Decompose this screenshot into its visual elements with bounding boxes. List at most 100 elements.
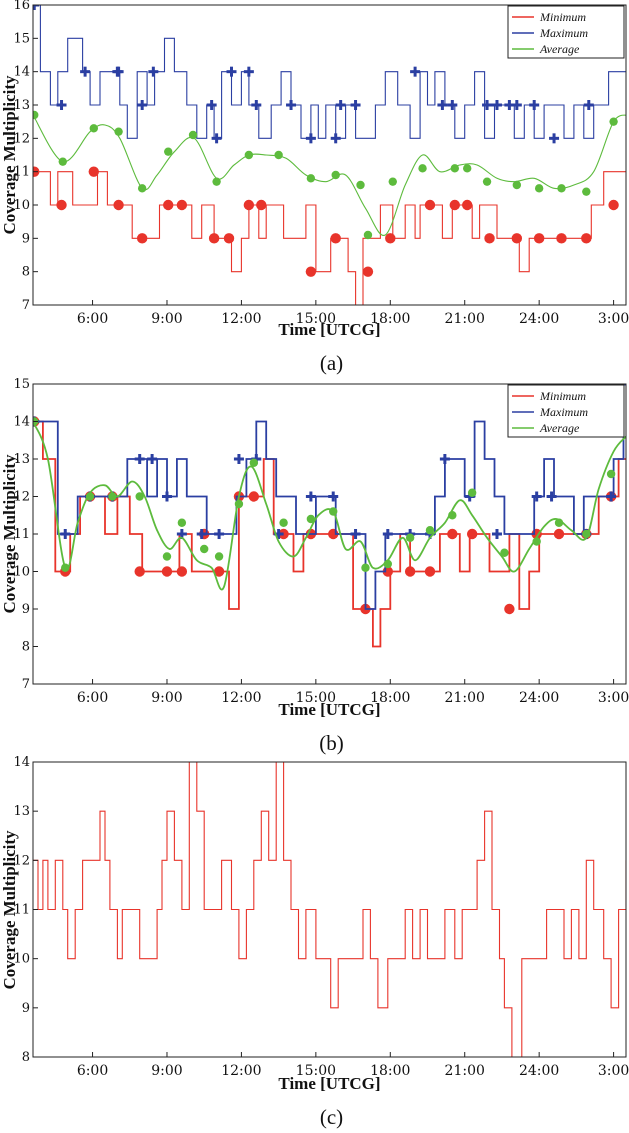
- xtick-label-c-2: 12:00: [221, 1063, 261, 1079]
- ytick-label-a-7: 7: [22, 298, 30, 313]
- xtick-label-a-0: 6:00: [77, 311, 108, 327]
- plot-area-b: [33, 384, 626, 648]
- marker-b-minimum-17: [424, 566, 436, 577]
- marker-b-minimum-19: [466, 528, 478, 540]
- marker-a-minimum-17: [462, 199, 473, 211]
- marker-a-minimum-13: [362, 266, 374, 277]
- marker-a-maximum-4: [113, 66, 124, 77]
- marker-a-average-10: [306, 174, 316, 183]
- xtick-label-a-6: 24:00: [519, 311, 559, 327]
- marker-a-maximum-2: [80, 66, 91, 77]
- marker-a-maximum-26: [583, 100, 594, 110]
- xtick-label-a-1: 9:00: [151, 311, 182, 327]
- marker-b-average-8: [214, 552, 224, 561]
- marker-b-average-16: [405, 533, 415, 542]
- legend-label-b-1: Maximum: [539, 405, 588, 419]
- marker-b-average-3: [108, 492, 117, 501]
- marker-a-average-21: [557, 184, 566, 193]
- legend-a: Minimum Maximum Average: [507, 5, 625, 59]
- panel-b: 7 8 9 10 11 12 13 14 15 6:00 9:00 12:00 15:00 18:00 21…: [0, 377, 629, 755]
- ytick-label-c-12: 12: [13, 853, 30, 868]
- marker-b-maximum-15: [350, 529, 361, 539]
- marker-a-maximum-20: [482, 100, 493, 110]
- marker-a-average-19: [512, 180, 522, 190]
- marker-b-minimum-20: [504, 603, 515, 615]
- marker-b-maximum-9: [214, 529, 225, 539]
- marker-a-minimum-10: [256, 199, 267, 211]
- plot-area-c: [33, 762, 626, 1057]
- axes-frame-a: [32, 4, 627, 306]
- marker-a-average-13: [363, 230, 373, 240]
- marker-a-average-11: [331, 170, 340, 180]
- ytick-label-a-13: 13: [13, 98, 30, 113]
- x-axis-label-a: Time [UTCG]: [278, 320, 380, 339]
- marker-b-maximum-16: [382, 529, 393, 539]
- marker-a-maximum-18: [437, 100, 448, 110]
- panel-a: 7 8 9 10 11 12 13 14 15 16 6:00 9:00 12:00 15:00 18:00…: [0, 0, 629, 375]
- marker-b-average-1: [61, 563, 70, 572]
- marker-a-minimum-4: [136, 233, 148, 244]
- xtick-label-a-5: 21:00: [445, 311, 485, 327]
- marker-a-minimum-15: [424, 199, 436, 211]
- ytick-label-b-12: 12: [13, 490, 30, 505]
- xtick-label-b-0: 6:00: [77, 690, 108, 706]
- ytick-label-c-11: 11: [13, 903, 30, 918]
- marker-b-average-24: [606, 469, 616, 479]
- legend-label-b-0: Minimum: [539, 389, 586, 403]
- marker-b-average-17: [425, 526, 435, 535]
- marker-b-minimum-8: [213, 566, 225, 577]
- marker-a-minimum-21: [556, 233, 567, 244]
- ytick-label-b-14: 14: [13, 415, 30, 430]
- marker-a-average-2: [89, 124, 98, 133]
- marker-a-maximum-1: [56, 100, 67, 110]
- marker-a-minimum-6: [176, 199, 188, 211]
- marker-a-average-12: [356, 180, 365, 190]
- marker-b-average-12: [306, 514, 316, 524]
- ytick-label-b-15: 15: [13, 377, 30, 392]
- ytick-label-c-13: 13: [13, 804, 30, 819]
- panel-caption-c: (c): [320, 1105, 343, 1129]
- marker-a-average-18: [482, 177, 492, 186]
- marker-a-maximum-8: [211, 133, 222, 144]
- marker-b-maximum-14: [328, 491, 339, 502]
- marker-a-average-9: [274, 150, 283, 160]
- xtick-label-b-5: 21:00: [445, 690, 485, 706]
- series-line-a-maximum: [33, 5, 626, 139]
- marker-a-minimum-7: [208, 233, 220, 244]
- marker-a-maximum-15: [335, 100, 346, 110]
- marker-b-average-9: [234, 499, 244, 509]
- marker-a-average-23: [609, 117, 618, 126]
- marker-b-average-5: [162, 552, 172, 561]
- ytick-label-b-8: 8: [22, 640, 30, 655]
- marker-a-minimum-20: [533, 233, 545, 244]
- xtick-label-c-5: 21:00: [445, 1063, 485, 1079]
- marker-b-average-23: [582, 529, 591, 539]
- panel-caption-a: (a): [320, 351, 343, 375]
- marker-a-minimum-19: [511, 233, 523, 244]
- ytick-label-b-13: 13: [13, 452, 30, 467]
- marker-a-minimum-8: [223, 233, 235, 244]
- xtick-label-b-4: 18:00: [370, 690, 410, 706]
- marker-a-maximum-17: [410, 66, 421, 77]
- marker-a-maximum-5: [137, 100, 148, 110]
- marker-b-minimum-18: [447, 528, 458, 540]
- xtick-label-c-3: 15:00: [296, 1063, 336, 1079]
- xtick-label-a-3: 15:00: [296, 311, 336, 327]
- legend-label-a-1: Maximum: [539, 26, 588, 40]
- marker-b-average-10: [249, 458, 259, 467]
- xtick-label-b-1: 9:00: [151, 690, 182, 706]
- legend-label-a-0: Minimum: [539, 10, 586, 24]
- marker-a-maximum-12: [286, 100, 297, 110]
- marker-b-average-2: [85, 492, 95, 501]
- marker-b-maximum-4: [134, 454, 145, 464]
- marker-a-minimum-11: [305, 266, 317, 277]
- legend-label-a-2: Average: [539, 42, 580, 56]
- marker-a-average-1: [58, 157, 67, 166]
- ytick-label-b-7: 7: [22, 677, 30, 692]
- marker-a-maximum-23: [511, 100, 522, 110]
- panel-c: 8 9 10 11 12 13 14 6:00 9:00 12:00 15:00 18:00 21:00…: [0, 755, 629, 1129]
- xtick-label-c-4: 18:00: [370, 1063, 410, 1079]
- marker-b-average-20: [500, 548, 509, 557]
- marker-a-minimum-12: [330, 233, 341, 244]
- marker-a-average-6: [188, 130, 198, 140]
